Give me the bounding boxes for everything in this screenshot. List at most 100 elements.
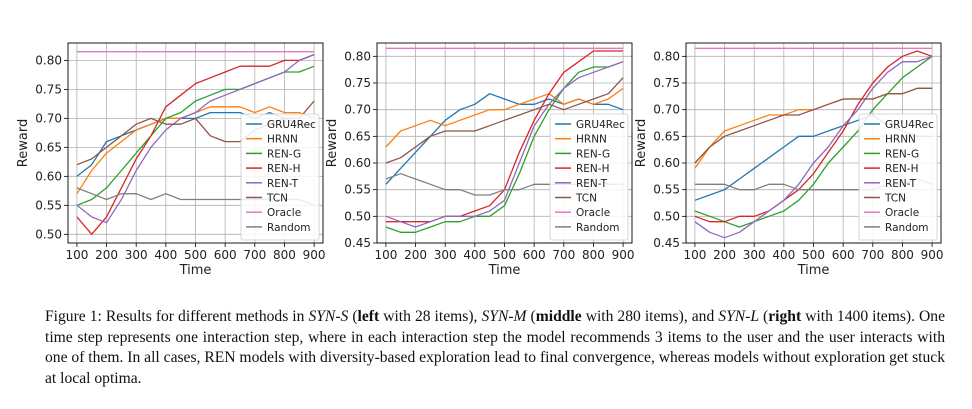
y-axis-label: Reward xyxy=(16,119,31,167)
legend-label-gru4rec: GRU4Rec xyxy=(885,119,934,131)
legend-label-ren-g: REN-G xyxy=(267,148,301,160)
x-tick-label: 900 xyxy=(921,248,944,262)
legend-label-ren-t: REN-T xyxy=(885,178,917,190)
y-tick-label: 0.75 xyxy=(344,76,371,90)
x-tick-label: 600 xyxy=(523,248,546,262)
y-tick-label: 0.55 xyxy=(344,183,371,197)
x-tick-label: 100 xyxy=(65,248,88,262)
x-tick-label: 400 xyxy=(772,248,795,262)
y-tick-label: 0.65 xyxy=(653,129,680,143)
y-axis-label: Reward xyxy=(634,119,649,167)
figure-charts: 100 200 300 400 500 600 700 800 900 0.50 0.55 0.60 0… xyxy=(16,42,944,278)
legend-label-hrnn: HRNN xyxy=(267,134,298,146)
legend-label-oracle: Oracle xyxy=(267,207,301,219)
legend-label-tcn: TCN xyxy=(575,193,597,205)
y-tick-label: 0.60 xyxy=(344,156,371,170)
caption-text: ( xyxy=(759,308,769,325)
chart-panel-syn-l: 100 200 300 400 500 600 700 800 900 0.45 0.50 0.55 0… xyxy=(634,42,944,278)
series-line-hrnn xyxy=(385,87,624,148)
series-line-ren-g xyxy=(385,61,624,233)
x-tick-label: 800 xyxy=(582,248,605,262)
y-tick-label: 0.55 xyxy=(35,198,62,212)
x-tick-label: 400 xyxy=(154,248,177,262)
y-axis-label: Reward xyxy=(325,119,340,167)
chart-panel-syn-m: 100 200 300 400 500 600 700 800 900 0.45 0.50 0.55 0… xyxy=(325,42,635,278)
y-tick-label: 0.70 xyxy=(653,103,680,117)
caption-text: with 280 items), and xyxy=(581,308,719,325)
x-tick-label: 500 xyxy=(184,248,207,262)
legend-box xyxy=(549,113,629,241)
y-tick-label: 0.80 xyxy=(653,49,680,63)
x-tick-label: 700 xyxy=(243,248,266,262)
legend-label-ren-h: REN-H xyxy=(267,163,300,175)
x-tick-label: 800 xyxy=(891,248,914,262)
y-tick-label: 0.80 xyxy=(344,49,371,63)
y-tick-label: 0.75 xyxy=(653,76,680,90)
chart-panel-syn-s: 100 200 300 400 500 600 700 800 900 0.50 0.55 0.60 0… xyxy=(16,42,326,278)
y-tick-label: 0.60 xyxy=(653,156,680,170)
y-tick-label: 0.70 xyxy=(35,111,62,125)
legend-label-tcn: TCN xyxy=(884,193,906,205)
legend-label-ren-h: REN-H xyxy=(576,163,609,175)
x-tick-label: 200 xyxy=(713,248,736,262)
x-tick-label: 400 xyxy=(463,248,486,262)
x-tick-label: 500 xyxy=(802,248,825,262)
x-tick-label: 600 xyxy=(214,248,237,262)
series-line-ren-t xyxy=(385,61,624,228)
legend-label-gru4rec: GRU4Rec xyxy=(576,119,625,131)
x-tick-label: 700 xyxy=(861,248,884,262)
x-tick-label: 800 xyxy=(273,248,296,262)
series-line-ren-h xyxy=(694,50,933,223)
legend-label-oracle: Oracle xyxy=(885,207,919,219)
x-tick-label: 300 xyxy=(125,248,148,262)
legend-label-ren-h: REN-H xyxy=(885,163,918,175)
y-tick-label: 0.45 xyxy=(344,236,371,250)
caption-text: with 28 items), xyxy=(379,308,482,325)
legend-label-ren-t: REN-T xyxy=(576,178,608,190)
series-line-ren-t xyxy=(694,55,933,239)
y-tick-label: 0.80 xyxy=(35,53,62,67)
y-tick-label: 0.60 xyxy=(35,169,62,183)
figure-caption: Figure 1: Results for different methods … xyxy=(45,307,945,389)
x-tick-label: 700 xyxy=(552,248,575,262)
legend-label-hrnn: HRNN xyxy=(885,134,916,146)
series-line-ren-t xyxy=(76,53,315,224)
caption-right-word: right xyxy=(768,308,802,325)
legend-box xyxy=(858,113,938,241)
y-tick-label: 0.55 xyxy=(653,183,680,197)
y-tick-label: 0.50 xyxy=(344,209,371,223)
x-tick-label: 300 xyxy=(434,248,457,262)
y-tick-label: 0.75 xyxy=(35,82,62,96)
caption-text: ( xyxy=(348,308,358,325)
caption-syn-s: SYN-S xyxy=(308,308,349,325)
x-tick-label: 900 xyxy=(303,248,326,262)
caption-middle-word: middle xyxy=(535,308,582,325)
caption-left-word: left xyxy=(357,308,380,325)
series-line-ren-h xyxy=(76,53,315,235)
y-tick-label: 0.70 xyxy=(344,103,371,117)
legend-box xyxy=(240,113,320,241)
x-tick-label: 500 xyxy=(493,248,516,262)
x-tick-label: 600 xyxy=(832,248,855,262)
series-line-tcn xyxy=(385,77,624,164)
legend-label-ren-t: REN-T xyxy=(267,178,299,190)
series-line-ren-g xyxy=(694,55,933,228)
legend-label-hrnn: HRNN xyxy=(576,134,607,146)
x-tick-label: 100 xyxy=(374,248,397,262)
caption-text: with 1400 items). One time step represen… xyxy=(45,308,946,387)
y-tick-label: 0.50 xyxy=(653,209,680,223)
legend-label-ren-g: REN-G xyxy=(576,148,610,160)
legend-label-oracle: Oracle xyxy=(576,207,610,219)
series-line-tcn xyxy=(694,87,933,164)
legend-label-gru4rec: GRU4Rec xyxy=(267,119,316,131)
legend-label-ren-g: REN-G xyxy=(885,148,919,160)
y-tick-label: 0.45 xyxy=(653,236,680,250)
caption-text: ( xyxy=(526,308,536,325)
caption-syn-l: SYN-L xyxy=(718,308,760,325)
caption-syn-m: SYN-M xyxy=(481,308,527,325)
x-axis-label: Time xyxy=(797,263,830,278)
y-tick-label: 0.65 xyxy=(35,140,62,154)
legend-label-random: Random xyxy=(885,222,928,234)
x-axis-label: Time xyxy=(179,263,212,278)
legend-label-tcn: TCN xyxy=(266,193,288,205)
